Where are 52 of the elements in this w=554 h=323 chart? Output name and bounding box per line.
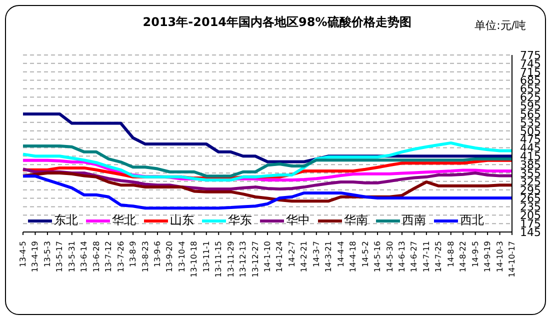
legend-label: 西南 (402, 212, 426, 229)
x-tick-label: 14-7-25 (434, 241, 444, 272)
x-tick-label: 13-11-1 (202, 241, 211, 272)
x-tick-label: 13-5-31 (67, 241, 76, 272)
x-tick-label: 14-4-18 (348, 241, 358, 272)
x-tick-label: 13-6-28 (92, 241, 101, 272)
x-tick-label: 14-2-21 (300, 241, 309, 272)
x-tick-label: 13-8-23 (140, 241, 150, 272)
x-tick-label: 13-7-26 (116, 241, 126, 272)
x-tick-label: 14-5-16 (373, 241, 382, 272)
x-tick-label: 13-11-29 (226, 241, 236, 278)
x-tick-label: 14-9-5 (470, 241, 480, 268)
x-tick-label: 13-9-20 (165, 241, 174, 272)
legend-label: 华东 (228, 212, 252, 229)
chart-title: 2013年-2014年国内各地区98%硫酸价格走势图 (142, 15, 412, 29)
x-tick-label: 13-9-6 (152, 241, 162, 268)
x-tick-label: 14-9-19 (483, 241, 492, 272)
x-tick-label: 14-10-17 (508, 241, 516, 278)
x-tick-label: 14-4-4 (336, 241, 346, 268)
x-tick-label: 14-1-10 (263, 241, 272, 272)
legend-label: 华北 (112, 212, 136, 229)
x-tick-label: 14-2-7 (287, 241, 296, 268)
line-series (22, 174, 514, 210)
x-tick-label: 14-7-11 (422, 241, 431, 272)
x-tick-label: 14-10-3 (495, 241, 504, 272)
legend-label: 华中 (286, 212, 310, 229)
x-tick-label: 14-8-8 (446, 241, 456, 268)
x-tick-label: 13-4-5 (18, 241, 28, 268)
x-tick-label: 14-6-27 (410, 241, 419, 272)
x-tick-label: 14-3-7 (312, 241, 321, 268)
x-tick-label: 14-6-13 (397, 241, 406, 272)
x-tick-label: 13-8-9 (128, 241, 138, 268)
x-tick-label: 13-12-13 (238, 241, 248, 278)
x-tick-label: 13-10-18 (190, 241, 199, 278)
x-tick-label: 14-5-30 (385, 241, 394, 272)
text: 单位:元/吨 (474, 18, 526, 33)
x-tick-label: 13-12-27 (250, 241, 260, 278)
x-tick-label: 13-4-19 (30, 241, 40, 272)
legend-label: 山东 (170, 212, 194, 229)
x-tick-label: 13-5-3 (42, 241, 52, 268)
x-tick-label: 14-3-21 (324, 241, 334, 272)
x-tick-label: 13-7-12 (104, 241, 114, 272)
x-tick-label: 13-11-15 (214, 241, 224, 278)
legend-label: 华南 (344, 212, 368, 229)
legend-label: 东北 (54, 212, 78, 229)
x-tick-label: 14-8-22 (458, 241, 468, 272)
legend-label: 西北 (460, 212, 484, 229)
x-tick-label: 13-10-4 (177, 241, 186, 272)
x-tick-label: 14-1-24 (275, 241, 284, 272)
x-tick-label: 13-5-17 (55, 241, 64, 272)
x-tick-label: 14-5-2 (360, 241, 370, 268)
x-tick-label: 13-6-14 (80, 241, 89, 272)
